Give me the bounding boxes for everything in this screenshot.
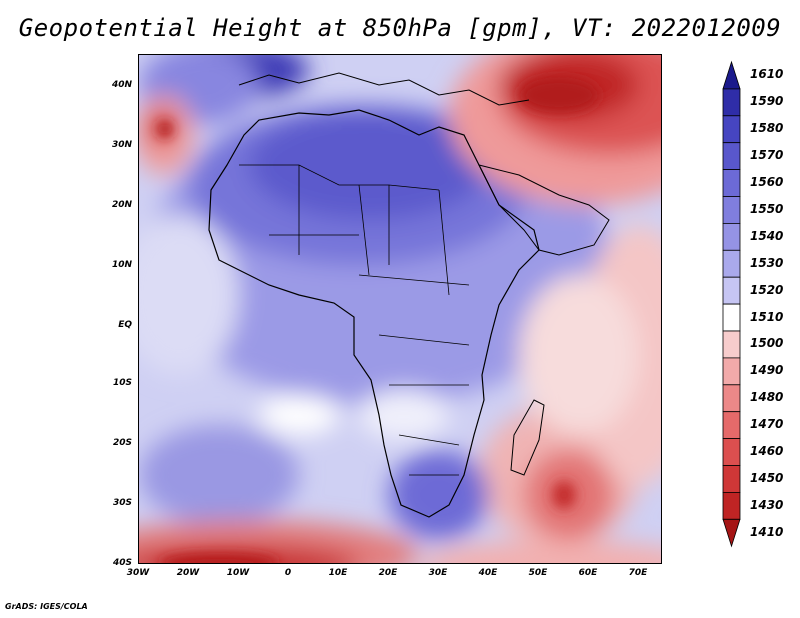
colorbar-label: 1480 [750, 390, 784, 405]
lat-label: 30N [111, 140, 132, 150]
colorbar-swatch [722, 249, 741, 278]
contour-field [139, 55, 661, 563]
lat-label: 20N [111, 200, 132, 210]
colorbar-label: 1590 [750, 94, 784, 109]
colorbar-swatch [722, 60, 741, 90]
lon-label: 30E [428, 568, 448, 578]
lon-label: 10E [328, 568, 348, 578]
arabia-outline [478, 164, 610, 256]
colorbar-label: 1530 [750, 255, 784, 270]
lat-label: 10S [112, 378, 132, 388]
colorbar-label: 1500 [750, 336, 784, 351]
lat-label: 30S [112, 498, 132, 508]
colorbar-swatch [722, 491, 741, 520]
colorbar-swatch [722, 518, 741, 548]
colorbar-label: 1540 [750, 228, 784, 243]
europe-coast [238, 72, 530, 106]
colorbar-label: 1570 [750, 148, 784, 163]
colorbar-swatch [722, 411, 741, 440]
lon-label: 0 [284, 568, 292, 578]
map-title: Geopotential Height at 850hPa [gpm], VT:… [18, 14, 782, 42]
colorbar-swatch [722, 196, 741, 224]
colorbar-swatch [722, 303, 741, 332]
lon-label: 40E [478, 568, 498, 578]
lat-label: 10N [111, 260, 132, 270]
colorbar-swatch [722, 222, 741, 251]
colorbar-label: 1510 [750, 309, 784, 324]
colorbar-swatch [722, 142, 741, 170]
colorbar-graphic [722, 60, 741, 548]
credit-text: GrADS: IGES/COLA [5, 602, 88, 611]
colorbar-label: 1490 [750, 363, 784, 378]
colorbar-swatch [722, 115, 741, 144]
colorbar-swatch [722, 88, 741, 117]
colorbar-label: 1410 [750, 524, 784, 539]
colorbar-label: 1560 [750, 175, 784, 190]
lon-label: 10W [226, 568, 250, 578]
madagascar-outline [510, 399, 545, 476]
colorbar-label: 1520 [750, 282, 784, 297]
colorbar-label: 1610 [750, 67, 784, 82]
lat-label: 20S [112, 438, 132, 448]
lat-label: EQ [118, 320, 132, 330]
colorbar-label: 1470 [750, 417, 784, 432]
colorbar-label: 1550 [750, 201, 784, 216]
colorbar-swatch [722, 465, 741, 493]
lon-label: 20E [378, 568, 398, 578]
coastline [208, 109, 540, 518]
colorbar-label: 1460 [750, 444, 784, 459]
colorbar-swatch [722, 357, 741, 386]
lon-label: 70E [628, 568, 648, 578]
colorbar-label: 1580 [750, 121, 784, 136]
lat-label: 40N [111, 80, 132, 90]
geopotential-map [138, 54, 662, 564]
lon-label: 30W [126, 568, 150, 578]
lon-label: 20W [176, 568, 200, 578]
colorbar-swatch [722, 384, 741, 413]
colorbar-swatch [722, 276, 741, 305]
colorbar-label: 1450 [750, 470, 784, 485]
colorbar-swatch [722, 330, 741, 359]
lon-label: 50E [528, 568, 548, 578]
colorbar-swatch [722, 438, 741, 466]
country-borders [239, 164, 470, 476]
colorbar-swatch [722, 169, 741, 197]
colorbar-label: 1430 [750, 497, 784, 512]
lat-label: 40S [112, 558, 132, 568]
lon-label: 60E [578, 568, 598, 578]
